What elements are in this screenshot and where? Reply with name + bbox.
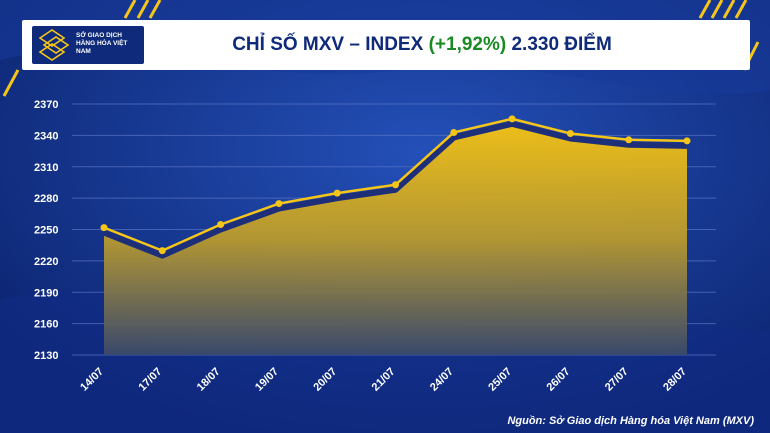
series-line — [102, 120, 688, 259]
x-tick-label: 26/07 — [545, 366, 573, 394]
y-tick-label: 2280 — [34, 193, 58, 205]
data-point — [158, 247, 166, 255]
x-tick-label: 14/07 — [78, 366, 106, 394]
y-tick-label: 2130 — [34, 350, 58, 362]
y-tick-label: 2190 — [34, 287, 58, 299]
y-tick-label: 2340 — [34, 130, 58, 142]
area-fill — [104, 123, 687, 355]
data-point — [392, 181, 399, 189]
decorative-stripes — [2, 0, 760, 97]
data-point — [333, 189, 341, 197]
x-tick-label: 18/07 — [195, 366, 223, 394]
x-tick-label: 28/07 — [661, 366, 689, 394]
x-tick-label: 21/07 — [370, 366, 398, 394]
data-point — [275, 200, 283, 208]
data-point — [683, 137, 691, 145]
x-tick-label: 17/07 — [136, 366, 164, 394]
data-point — [217, 221, 225, 228]
title-change: (+1,92%) — [428, 34, 507, 55]
y-tick-label: 2250 — [34, 225, 58, 237]
data-point — [566, 130, 574, 138]
data-point — [625, 136, 633, 144]
x-tick-label: 19/07 — [253, 366, 281, 394]
logo-text: SỞ GIAO DỊCH HÀNG HÓA VIỆT NAM — [76, 32, 128, 55]
x-tick-label: 24/07 — [428, 366, 456, 394]
logo-mark-icon — [38, 29, 70, 61]
y-tick-label: 2220 — [34, 256, 58, 268]
data-point — [508, 115, 516, 123]
chart-title: CHỈ SỐ MXV – INDEX (+1,92%) 2.330 ĐIỂM — [172, 20, 672, 70]
y-tick-label: 2160 — [34, 319, 58, 331]
source-note: Nguồn: Sở Giao dịch Hàng hóa Việt Nam (M… — [507, 415, 754, 427]
title-suffix: 2.330 ĐIỂM — [511, 34, 612, 55]
header-bar: SỞ GIAO DỊCH HÀNG HÓA VIỆT NAM CHỈ SỐ MX… — [22, 20, 750, 70]
mxv-logo: SỞ GIAO DỊCH HÀNG HÓA VIỆT NAM — [32, 26, 144, 64]
x-tick-label: 20/07 — [311, 366, 339, 394]
x-tick-label: 25/07 — [486, 366, 514, 394]
y-tick-label: 2370 — [34, 99, 58, 111]
y-tick-label: 2310 — [34, 162, 58, 174]
data-point — [450, 128, 458, 136]
x-tick-label: 27/07 — [603, 366, 631, 394]
title-prefix: CHỈ SỐ MXV – INDEX — [232, 34, 424, 55]
data-point — [100, 224, 108, 232]
